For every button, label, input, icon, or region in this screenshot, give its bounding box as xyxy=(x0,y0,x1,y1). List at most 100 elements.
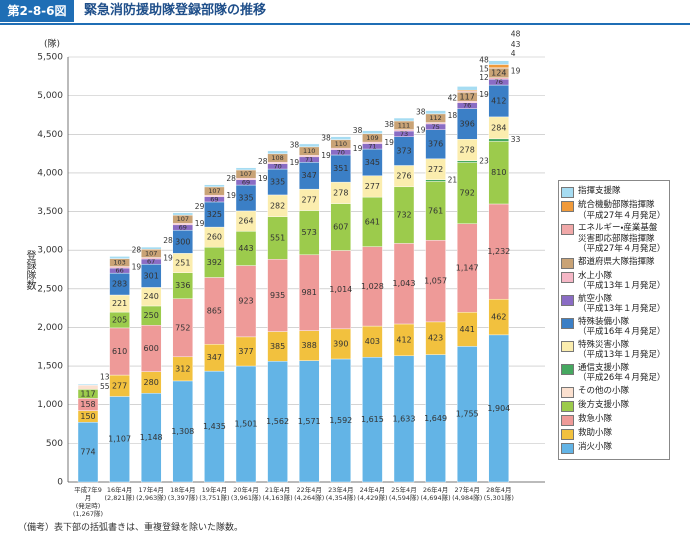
value-label: 19 xyxy=(321,151,331,160)
value-label: 38 xyxy=(353,126,363,135)
value-label: 69 xyxy=(242,178,250,186)
chart-title: 緊急消防援助隊登録部隊の推移 xyxy=(84,3,267,18)
value-label: 443 xyxy=(238,244,253,253)
legend-swatch xyxy=(561,294,574,306)
value-label: 607 xyxy=(333,223,348,232)
value-label: 385 xyxy=(270,342,285,351)
value-label: 38 xyxy=(321,133,331,142)
value-label: 551 xyxy=(270,234,285,243)
value-label: 1,147 xyxy=(456,263,479,272)
bar-segment xyxy=(267,150,288,155)
value-label: 107 xyxy=(177,215,189,223)
value-label: 76 xyxy=(495,78,503,86)
figure-number: 第2-8-6図 xyxy=(0,0,74,22)
value-label: 377 xyxy=(238,347,253,356)
value-label: 251 xyxy=(175,259,190,268)
y-tick-label: 3,000 xyxy=(37,246,63,256)
value-label: 1,028 xyxy=(361,282,384,291)
footnote: （備考）表下部の括弧書きは、重複登録を除いた隊数。 xyxy=(18,523,244,533)
y-tick-label: 2,500 xyxy=(37,284,63,294)
value-label: 19 xyxy=(384,138,394,147)
bar-segment xyxy=(330,147,351,150)
bar-segment xyxy=(425,179,446,182)
y-tick-label: 2,000 xyxy=(37,323,63,333)
value-label: 12 xyxy=(479,73,489,82)
legend-label: 統合機動部隊指揮隊 （平成27年４月発足） xyxy=(578,200,666,221)
value-label: 336 xyxy=(175,281,190,290)
value-label: 71 xyxy=(305,156,313,164)
legend-label: 通信支援小隊 （平成26年４月発足） xyxy=(578,362,666,384)
value-label: 13 xyxy=(100,373,110,382)
value-label: 67 xyxy=(147,258,155,266)
value-label: 18 xyxy=(448,111,458,120)
value-label: 76 xyxy=(463,102,471,110)
legend-item: 後方支援小隊 xyxy=(561,400,667,412)
bar-segment xyxy=(172,223,194,226)
legend-swatch xyxy=(561,428,574,440)
legend-label: 特殊災害小隊 （平成13年１月発足） xyxy=(578,339,666,361)
value-label: 283 xyxy=(112,280,127,289)
y-tick-label: 0 xyxy=(57,478,63,488)
legend-item: 通信支援小隊 （平成26年４月発足） xyxy=(561,363,667,384)
value-label: 277 xyxy=(365,182,380,191)
legend-label: 後方支援小隊 xyxy=(578,399,630,410)
legend-label: 水上小隊 （平成13年１月発足） xyxy=(578,270,666,292)
value-label: 312 xyxy=(175,364,190,373)
value-label: 276 xyxy=(396,172,411,181)
value-label: 55 xyxy=(100,382,110,391)
bar-segment xyxy=(393,117,415,122)
legend-swatch xyxy=(561,271,574,283)
value-label: 19 xyxy=(353,144,363,153)
bar-segment xyxy=(425,110,446,115)
value-label: 110 xyxy=(335,140,347,148)
legend-item: その他の小隊 xyxy=(561,386,667,398)
value-label: 75 xyxy=(431,123,439,131)
legend-label: 救急小隊 xyxy=(578,413,613,424)
x-tick-label: 21年4月 (4,163隊) xyxy=(262,486,293,502)
value-label: 335 xyxy=(270,177,285,186)
value-label: 28 xyxy=(163,236,173,245)
y-tick-label: 1,500 xyxy=(37,362,63,372)
legend-item: 救助小隊 xyxy=(561,428,667,440)
bar-segment xyxy=(488,64,509,69)
value-label: 108 xyxy=(271,154,283,162)
value-label: 1,057 xyxy=(424,277,447,286)
value-label: 792 xyxy=(460,189,475,198)
value-label: 69 xyxy=(179,224,187,232)
value-label: 240 xyxy=(144,292,159,301)
value-label: 48 xyxy=(479,55,489,64)
bar-segment xyxy=(457,86,478,91)
value-label: 282 xyxy=(270,201,285,210)
x-tick-label: 23年4月 (4,354隊) xyxy=(325,486,356,502)
value-label: 33 xyxy=(511,135,521,144)
y-axis-label: 登録隊数 xyxy=(24,249,36,291)
value-label: 865 xyxy=(207,306,222,315)
value-label: 641 xyxy=(365,217,380,226)
x-tick-label: 28年4月 (5,301隊) xyxy=(483,486,514,502)
value-label: 284 xyxy=(491,123,506,132)
x-tick-label: 18年4月 (3,397隊) xyxy=(167,486,198,502)
value-label: 264 xyxy=(238,217,253,226)
value-label: 278 xyxy=(333,188,348,197)
value-label: 15 xyxy=(479,65,489,74)
legend-swatch xyxy=(561,224,574,235)
value-label: 732 xyxy=(396,211,411,220)
value-label: 412 xyxy=(491,96,506,105)
value-label: 250 xyxy=(144,311,159,320)
value-label: 23 xyxy=(479,157,489,166)
value-label: 19 xyxy=(258,174,268,183)
value-label: 810 xyxy=(491,168,506,177)
value-label: 107 xyxy=(240,170,252,178)
bar-segment xyxy=(393,129,415,132)
y-tick-label: 3,500 xyxy=(37,207,63,217)
x-tick-label: 22年4月 (4,264隊) xyxy=(294,486,325,502)
legend-swatch xyxy=(561,414,574,426)
value-label: 1,592 xyxy=(329,416,352,425)
value-label: 158 xyxy=(80,400,95,409)
bar-segment xyxy=(488,77,509,80)
value-label: 1,755 xyxy=(456,410,479,419)
y-tick-label: 500 xyxy=(46,439,63,449)
legend-label: 消火小隊 xyxy=(578,441,613,452)
legend-swatch xyxy=(561,187,574,198)
